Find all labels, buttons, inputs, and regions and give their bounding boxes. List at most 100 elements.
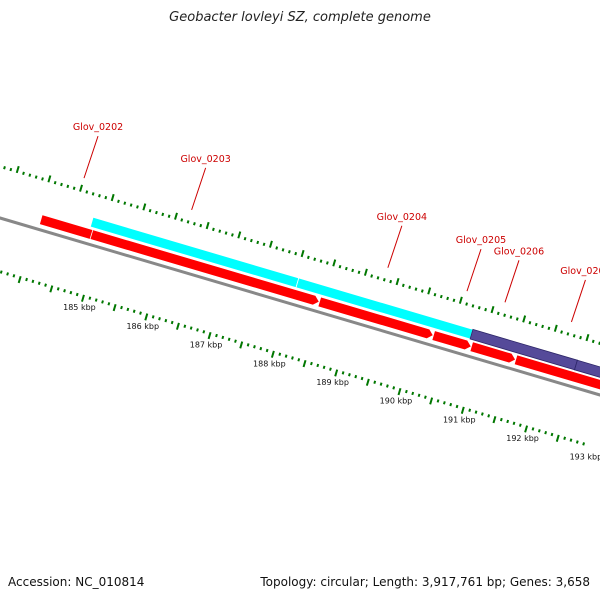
outer-major-tick [47,175,52,183]
outer-minor-tick [591,339,595,344]
outer-minor-tick [471,304,475,308]
inner-minor-tick [474,410,478,414]
outer-major-tick [205,221,210,230]
inner-minor-tick [386,384,389,388]
inner-minor-tick [506,419,510,424]
outer-minor-tick [262,242,266,247]
outer-minor-tick [275,246,279,250]
inner-minor-tick [120,305,123,310]
inner-minor-tick [164,318,168,323]
backbone-line [0,216,600,397]
inner-minor-tick [487,414,491,418]
inner-minor-tick [94,298,98,302]
outer-minor-tick [420,289,424,293]
outer-minor-tick [496,311,500,316]
outer-minor-tick [34,175,38,179]
outer-major-tick [110,193,115,202]
outer-minor-tick [319,259,323,263]
inner-minor-tick [360,376,364,381]
inner-minor-tick [582,442,586,446]
outer-minor-tick [414,287,418,291]
inner-minor-tick [158,317,161,321]
inner-minor-tick [442,401,446,405]
inner-major-tick [555,434,560,442]
inner-major-tick [239,341,244,349]
outer-minor-tick [91,192,95,196]
inner-minor-tick [253,345,256,349]
inner-minor-tick [373,380,377,384]
outer-major-tick [395,277,400,286]
inner-minor-tick [202,330,206,334]
outer-minor-tick [534,322,538,327]
inner-minor-tick [101,300,104,304]
inner-minor-tick [322,365,326,370]
callout-leader-line [83,135,99,179]
inner-minor-tick [246,343,250,347]
outer-minor-tick [281,248,285,252]
outer-minor-tick [148,208,152,213]
outer-minor-tick [351,268,355,273]
inner-minor-tick [69,290,73,295]
inner-minor-tick [563,436,567,440]
outer-minor-tick [243,236,247,241]
inner-major-tick [460,406,465,414]
inner-minor-tick [392,386,396,390]
inner-minor-tick [297,358,301,362]
outer-minor-tick [250,238,253,243]
outer-minor-tick [509,315,513,319]
outer-minor-tick [180,218,184,222]
kbp-label: 186 kbp [126,322,159,331]
inner-minor-tick [151,315,155,319]
inner-major-tick [207,331,212,340]
inner-minor-tick [531,427,535,431]
inner-minor-tick [170,320,174,325]
inner-minor-tick [348,373,351,377]
outer-major-tick [174,212,178,220]
kbp-label: 191 kbp [443,415,476,424]
outer-major-tick [15,165,20,174]
inner-minor-tick [405,389,408,394]
inner-minor-tick [468,408,472,412]
inner-major-tick [270,350,275,358]
inner-minor-tick [37,281,41,285]
kbp-label: 185 kbp [63,303,96,312]
feature-layer [0,214,600,397]
outer-minor-tick [9,167,13,172]
inner-minor-tick [329,367,332,371]
inner-minor-tick [183,324,187,328]
tick-layer: 185 kbp 186 kbp 187 kbp 188 kbp 189 kbp 190 k… [0,165,600,462]
outer-major-tick [522,315,527,323]
outer-minor-tick [167,214,171,218]
inner-minor-tick [537,429,541,433]
outer-minor-tick [306,255,310,260]
outer-minor-tick [446,296,450,301]
outer-minor-tick [572,334,576,338]
outer-minor-tick [186,220,190,224]
inner-minor-tick [316,363,320,368]
inner-minor-tick [56,287,60,291]
inner-major-tick [112,303,117,312]
outer-major-tick [300,249,305,258]
inner-minor-tick [284,354,288,358]
outer-minor-tick [579,335,582,340]
gene-callout-label: Glov_0207 [560,266,600,277]
inner-major-tick [81,294,85,302]
gene-callout-label: Glov_0204 [377,212,427,223]
outer-minor-tick [155,210,158,215]
outer-minor-tick [528,320,532,325]
outer-minor-tick [104,195,108,200]
map-title: Geobacter lovleyi SZ, complete genome [169,10,431,25]
inner-minor-tick [215,333,218,338]
outer-major-tick [553,324,558,332]
inner-minor-tick [126,307,130,312]
inner-minor-tick [88,296,92,300]
outer-minor-tick [389,279,393,284]
kbp-label: 188 kbp [253,359,286,368]
inner-minor-tick [265,348,269,353]
outer-minor-tick [224,231,228,235]
callout-leader-line [466,248,482,292]
inner-minor-tick [512,421,516,426]
inner-minor-tick [379,382,383,386]
outer-minor-tick [382,278,386,282]
